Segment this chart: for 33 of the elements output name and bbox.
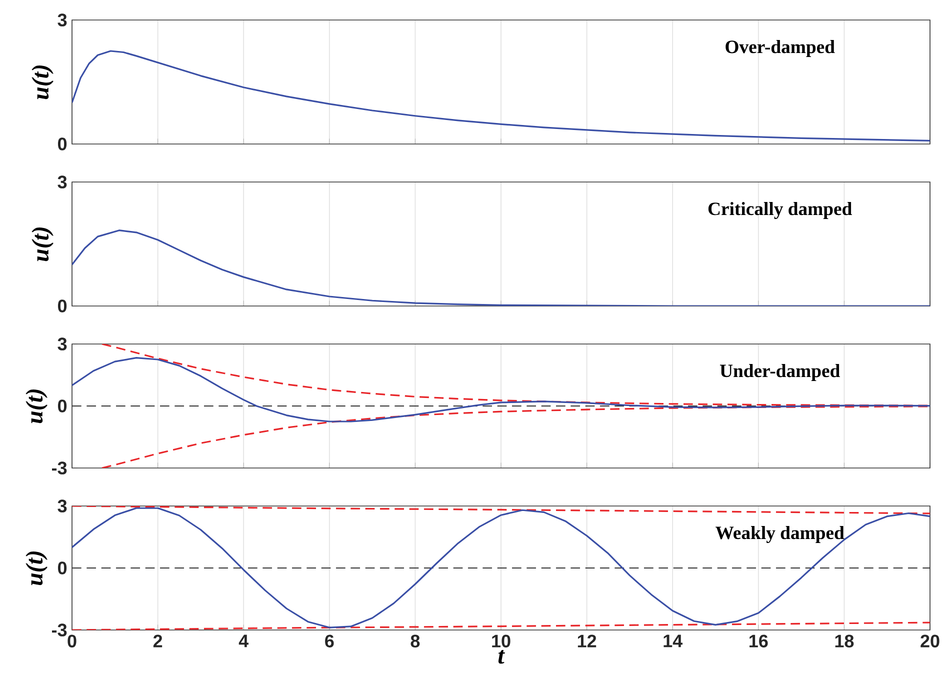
x-axis-title: t (498, 650, 505, 664)
y-tick-label: 0 (58, 300, 67, 312)
x-tick-label: 0 (68, 634, 76, 648)
x-tick-label: 2 (153, 634, 162, 648)
x-tick-label: 20 (920, 634, 940, 648)
x-tick-label: 8 (410, 634, 420, 648)
y-axis-title: u(t) (26, 552, 48, 586)
y-axis-title: u(t) (32, 228, 54, 262)
y-tick-label: 3 (58, 14, 67, 26)
x-tick-label: 4 (238, 634, 249, 648)
line-series (72, 506, 930, 514)
x-tick-label: 16 (750, 634, 768, 648)
y-tick-label: 3 (58, 338, 67, 350)
x-tick-label: 14 (664, 634, 683, 648)
x-tick-label: 6 (325, 634, 334, 648)
annotation: Weakly damped (716, 526, 844, 544)
x-tick-label: 12 (578, 634, 596, 648)
y-axis-title: u(t) (26, 390, 48, 424)
annotation: Critically damped (708, 202, 852, 220)
y-tick-label: 0 (58, 562, 67, 574)
line-series (72, 357, 930, 422)
y-axis-title: u(t) (32, 66, 54, 100)
y-tick-label: -3 (52, 624, 67, 636)
annotation: Under-damped (720, 364, 840, 381)
x-tick-label: 10 (492, 634, 510, 648)
y-tick-label: 3 (58, 500, 67, 512)
x-tick-label: 18 (835, 634, 854, 648)
annotation: Over-damped (726, 40, 835, 57)
y-tick-label: 0 (58, 138, 67, 150)
y-tick-label: 0 (58, 400, 67, 412)
y-tick-label: -3 (52, 462, 67, 474)
y-tick-label: 3 (58, 176, 67, 188)
line-series (72, 507, 930, 628)
